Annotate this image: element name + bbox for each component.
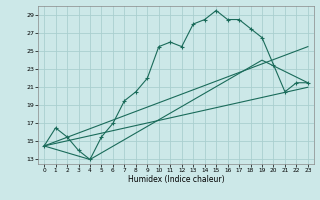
X-axis label: Humidex (Indice chaleur): Humidex (Indice chaleur): [128, 175, 224, 184]
